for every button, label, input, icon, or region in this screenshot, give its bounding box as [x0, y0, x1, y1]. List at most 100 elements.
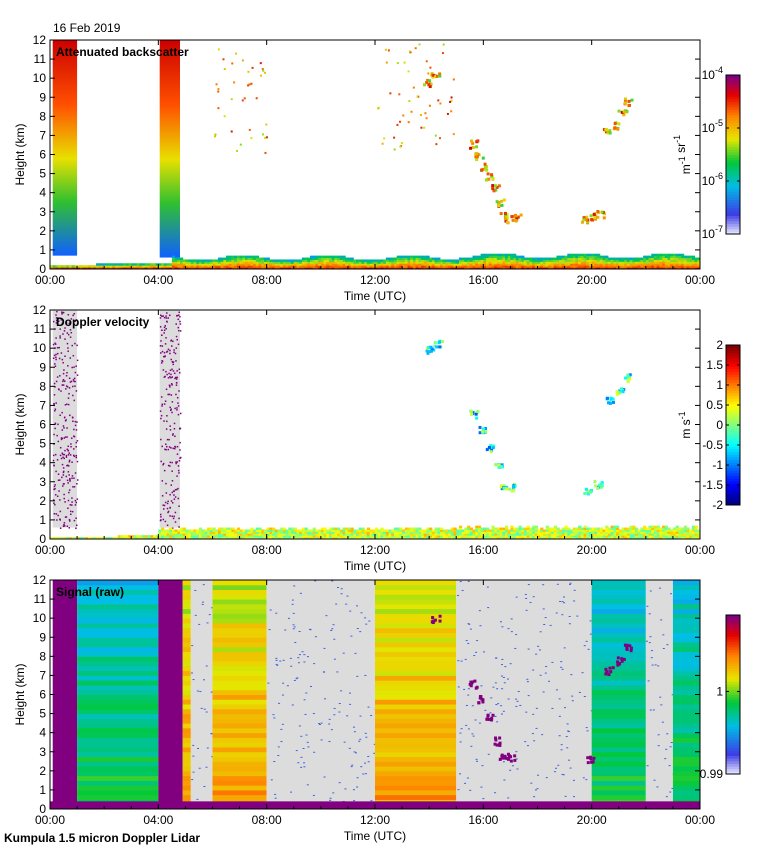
colorbar-cell	[726, 686, 740, 690]
y-tick-label: 2	[39, 494, 46, 508]
signal-band-orange	[212, 780, 267, 786]
signal-band-green	[77, 613, 159, 619]
colorbar-cell	[726, 114, 740, 118]
y-tick-label: 6	[39, 418, 46, 432]
signal-band-green	[77, 723, 159, 729]
signal-band-green	[672, 794, 700, 800]
signal-band-orange	[182, 694, 191, 700]
colorbar-cell	[726, 350, 740, 354]
colorbar-cell	[726, 125, 740, 129]
signal-band-gray	[645, 580, 673, 809]
colorbar-exponent: -4	[715, 65, 723, 75]
colorbar-cell	[726, 382, 740, 386]
colorbar-cell	[726, 641, 740, 645]
signal-band-orange	[182, 622, 191, 629]
colorbar-cell	[726, 636, 740, 640]
y-tick-label: 2	[39, 764, 46, 778]
signal-band-orange	[212, 613, 267, 619]
signal-band-orange	[375, 785, 457, 791]
colorbar-cell	[726, 665, 740, 669]
signal-band-purple	[158, 580, 183, 809]
signal-band-orange	[375, 742, 457, 748]
signal-band-orange	[375, 632, 457, 638]
colorbar-cell	[726, 90, 740, 95]
colorbar-cell	[726, 699, 740, 703]
colorbar-cell	[726, 401, 740, 405]
x-tick-label: 16:00	[468, 813, 498, 827]
signal-band-orange	[375, 718, 457, 724]
signal-band-orange	[375, 789, 457, 796]
colorbar-cell	[726, 377, 740, 381]
colorbar-cell	[726, 705, 740, 709]
colorbar-cell	[726, 101, 740, 105]
y-tick-label: 9	[39, 90, 46, 104]
colorbar-cell	[726, 744, 740, 748]
colorbar-cell	[726, 499, 740, 503]
signal-band-orange	[375, 727, 457, 734]
colorbar-cell	[726, 363, 740, 367]
colorbar-cell	[726, 366, 740, 370]
colorbar-cell	[726, 409, 740, 413]
y-tick-label: 10	[33, 71, 47, 85]
signal-band-green	[672, 603, 700, 610]
colorbar-cell	[726, 159, 740, 163]
colorbar-cell	[726, 138, 740, 142]
signal-band-green	[672, 689, 700, 695]
x-tick-label: 04:00	[143, 273, 173, 287]
colorbar-cell	[726, 638, 740, 642]
signal-band-orange	[375, 780, 457, 786]
signal-band-green	[672, 661, 700, 667]
x-tick-label: 16:00	[468, 543, 498, 557]
signal-band-green	[591, 766, 646, 772]
colorbar-cell	[726, 633, 740, 637]
x-tick-label: 08:00	[252, 273, 282, 287]
signal-band-green	[591, 608, 646, 614]
colorbar-cell	[726, 489, 740, 493]
colorbar-cell	[726, 393, 740, 397]
colorbar-cell	[726, 207, 740, 211]
colorbar-cell	[726, 117, 740, 121]
signal-band-green	[77, 727, 159, 734]
signal-band-orange	[212, 656, 267, 662]
signal-band-green	[672, 632, 700, 638]
signal-band-green	[77, 646, 159, 653]
signal-band-orange	[375, 704, 457, 710]
colorbar-cell	[726, 128, 740, 132]
signal-band-orange	[212, 642, 267, 648]
colorbar-cell	[726, 750, 740, 754]
signal-band-green	[77, 785, 159, 791]
signal-band-orange	[182, 665, 191, 672]
x-tick-label: 20:00	[577, 543, 607, 557]
signal-band-orange	[375, 580, 457, 586]
signal-band-orange	[212, 794, 267, 800]
signal-band-green	[77, 751, 159, 758]
signal-band-orange	[212, 732, 267, 738]
x-tick-label: 12:00	[360, 543, 390, 557]
colorbar-cell	[726, 731, 740, 735]
colorbar-cell	[726, 130, 740, 134]
signal-band-green	[672, 599, 700, 605]
x-tick-label: 16:00	[468, 273, 498, 287]
signal-band-green	[77, 704, 159, 710]
colorbar-cell	[726, 414, 740, 418]
colorbar-cell	[726, 433, 740, 437]
colorbar-cell	[726, 475, 740, 479]
signal-band-green	[672, 613, 700, 619]
signal-band-green	[77, 775, 159, 781]
signal-band-green	[77, 580, 159, 586]
signal-band-green	[672, 723, 700, 729]
signal-band-orange	[182, 737, 191, 743]
signal-band-green	[77, 661, 159, 667]
colorbar-cell	[726, 181, 740, 185]
plot-area-3	[50, 580, 700, 809]
signal-band-orange	[212, 689, 267, 695]
signal-band-green	[672, 770, 700, 777]
signal-band-orange	[212, 618, 267, 624]
signal-band-green	[77, 603, 159, 610]
colorbar-cell	[726, 752, 740, 756]
signal-band-orange	[375, 608, 457, 614]
signal-band-orange	[182, 780, 191, 786]
signal-band-orange	[212, 699, 267, 705]
colorbar-cell	[726, 486, 740, 490]
